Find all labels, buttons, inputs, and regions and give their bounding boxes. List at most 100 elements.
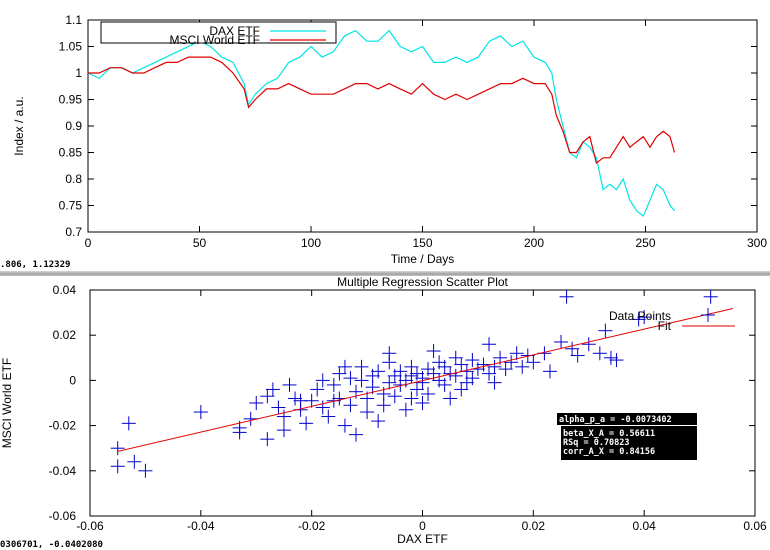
- msci-world-etf-line: [88, 56, 676, 165]
- data-point: [260, 389, 275, 404]
- data-point: [337, 418, 352, 433]
- regression-stat-line: beta_X_A = 0.56611: [563, 429, 655, 439]
- legend-label: Data Points: [609, 309, 671, 323]
- y-tick-label: 0.8: [65, 172, 82, 186]
- data-point: [276, 423, 291, 438]
- data-point: [288, 391, 303, 406]
- data-point: [376, 398, 391, 413]
- y-axis-label: Index / a.u.: [12, 96, 26, 155]
- regression-stat-line: RSq = 0.70823: [563, 438, 630, 448]
- data-point: [138, 463, 153, 478]
- data-point: [565, 341, 580, 356]
- data-point: [437, 359, 452, 374]
- x-tick-label: 0.04: [632, 519, 656, 533]
- x-axis-label: Time / Days: [391, 252, 455, 266]
- y-tick-label: 1.1: [65, 13, 82, 27]
- x-tick-label: 0.06: [743, 519, 767, 533]
- data-point: [443, 366, 458, 381]
- legend-label: Fit: [658, 319, 672, 333]
- data-point: [598, 323, 613, 338]
- y-tick-label: 1.05: [59, 40, 83, 54]
- x-tick-label: 200: [524, 236, 544, 250]
- data-point: [581, 337, 596, 352]
- data-point: [465, 353, 480, 368]
- data-point: [454, 382, 469, 397]
- x-tick-label: 100: [301, 236, 321, 250]
- data-point: [127, 454, 142, 469]
- data-point: [415, 396, 430, 410]
- data-point: [193, 405, 208, 420]
- x-tick-label: -0.02: [298, 519, 326, 533]
- data-point: [265, 382, 280, 397]
- data-point: [404, 368, 419, 383]
- data-point: [487, 359, 502, 374]
- data-point: [260, 432, 275, 447]
- data-point: [398, 402, 413, 417]
- data-point: [454, 357, 469, 372]
- y-tick-label: 0: [69, 373, 76, 387]
- data-point: [592, 346, 607, 361]
- data-point: [121, 416, 136, 431]
- regression-stat-line: corr_A_X = 0.84156: [563, 447, 655, 457]
- data-point: [321, 409, 336, 424]
- data-point: [459, 375, 474, 390]
- data-point: [110, 441, 125, 456]
- legend-label: DAX ETF: [209, 24, 260, 38]
- data-point: [326, 377, 341, 392]
- data-point: [349, 384, 363, 399]
- time-series-chart: 0 50 100 150 200 250 300 0.7 0.75 0.8 0.85 0.9 0.95 1…: [12, 13, 767, 266]
- regression-stat-line: alpha_p_a = -0.0073402: [559, 415, 672, 425]
- x-tick-label: 150: [412, 236, 432, 250]
- data-point: [703, 289, 718, 304]
- data-point: [304, 393, 319, 408]
- data-point: [349, 427, 363, 442]
- regression-stats-box: alpha_p_a = -0.0073402 beta_X_A = 0.56611…: [557, 413, 697, 460]
- data-point: [603, 350, 618, 365]
- fit-line: [117, 308, 733, 452]
- data-point: [421, 386, 436, 401]
- y-tick-label: -0.02: [49, 419, 77, 433]
- window-divider[interactable]: [0, 271, 770, 277]
- x-tick-label: -0.04: [187, 519, 215, 533]
- data-point: [387, 389, 402, 404]
- data-point: [271, 400, 286, 415]
- data-point: [315, 373, 330, 388]
- y-tick-label: 0.85: [59, 146, 83, 160]
- data-point: [409, 382, 424, 397]
- data-point: [476, 357, 491, 372]
- data-point: [337, 359, 352, 374]
- data-point: [249, 396, 264, 410]
- y-tick-label: 0.9: [65, 119, 82, 133]
- data-point: [631, 312, 646, 327]
- data-point: [371, 414, 386, 429]
- x-axis-label: DAX ETF: [397, 532, 448, 546]
- data-point: [404, 391, 419, 406]
- data-point: [415, 375, 430, 390]
- data-point: [110, 459, 125, 474]
- data-point: [542, 364, 557, 379]
- data-point: [343, 371, 358, 386]
- data-point: [554, 334, 569, 349]
- data-point: [482, 337, 496, 352]
- data-point: [343, 398, 358, 413]
- data-point: [393, 364, 408, 379]
- data-point: [559, 289, 574, 304]
- dax-etf-line: [87, 29, 675, 218]
- y-tick-label: 0.04: [53, 283, 77, 297]
- x-tick-label: 0.02: [522, 519, 546, 533]
- data-point: [426, 344, 441, 359]
- y-tick-label: 0.95: [59, 93, 83, 107]
- data-point: [498, 362, 513, 377]
- scatter-window: Multiple Regression Scatter Plot -0.06 -0.…: [0, 276, 770, 550]
- x-tick-label: 0: [419, 519, 426, 533]
- y-tick-label: 0.75: [59, 199, 83, 213]
- data-point: [448, 350, 463, 365]
- data-point: [371, 364, 386, 379]
- x-tick-label: 0: [85, 236, 92, 250]
- data-point: [232, 425, 247, 440]
- data-point: [382, 375, 397, 390]
- time-series-window: 0 50 100 150 200 250 300 0.7 0.75 0.8 0.85 0.9 0.95 1…: [0, 0, 770, 272]
- chart-title: Multiple Regression Scatter Plot: [337, 276, 508, 289]
- y-tick-label: -0.04: [49, 464, 77, 478]
